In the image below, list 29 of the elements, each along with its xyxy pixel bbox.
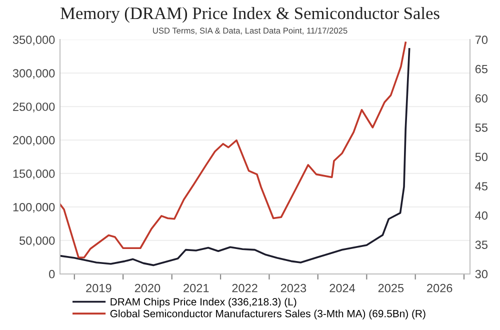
x-tick-label: 2020 xyxy=(134,284,160,292)
legend-label: DRAM Chips Price Index (336,218.3) (L) xyxy=(110,298,296,308)
y-tick-label: 50,000 xyxy=(20,236,55,246)
x-tick-label: 2025 xyxy=(378,284,404,292)
legend-label: Global Semiconductor Manufacturers Sales (3-Mth MA) (69.5Bn) (R) xyxy=(110,310,426,320)
y2-tick-label: 50 xyxy=(475,152,488,162)
y-tick-label: 0 xyxy=(49,270,55,278)
x-tick-label: 2019 xyxy=(86,284,112,292)
y2-tick-label: 30 xyxy=(475,270,488,278)
y2-tick-label: 45 xyxy=(475,182,488,190)
x-tick-label: 2026 xyxy=(427,284,452,292)
y-tick-label: 300,000 xyxy=(12,69,55,79)
x-tick-label: 2024 xyxy=(330,284,356,292)
y2-tick-label: 35 xyxy=(475,240,488,250)
y-tick-label: 150,000 xyxy=(13,170,55,180)
y-tick-label: 100,000 xyxy=(13,202,55,213)
y2-tick-label: 60 xyxy=(475,94,488,103)
x-tick-label: 2022 xyxy=(232,284,258,292)
x-tick-label: 2023 xyxy=(280,284,306,292)
y-tick-label: 200,000 xyxy=(13,136,55,146)
y-tick-label: 250,000 xyxy=(13,102,55,112)
y2-tick-label: 65 xyxy=(475,64,488,74)
x-tick-label: 2021 xyxy=(184,284,209,292)
y2-tick-label: 70 xyxy=(475,36,488,44)
y-tick-label: 350,000 xyxy=(12,36,55,46)
chart-subtitle: USD Terms, SIA & Data, Last Data Point, 11/17/2025 xyxy=(153,27,348,35)
y2-tick-label: 55 xyxy=(475,124,488,132)
chart-title: Memory (DRAM) Price Index & Semiconductor Sales xyxy=(60,6,440,23)
y2-tick-label: 40 xyxy=(475,211,488,220)
